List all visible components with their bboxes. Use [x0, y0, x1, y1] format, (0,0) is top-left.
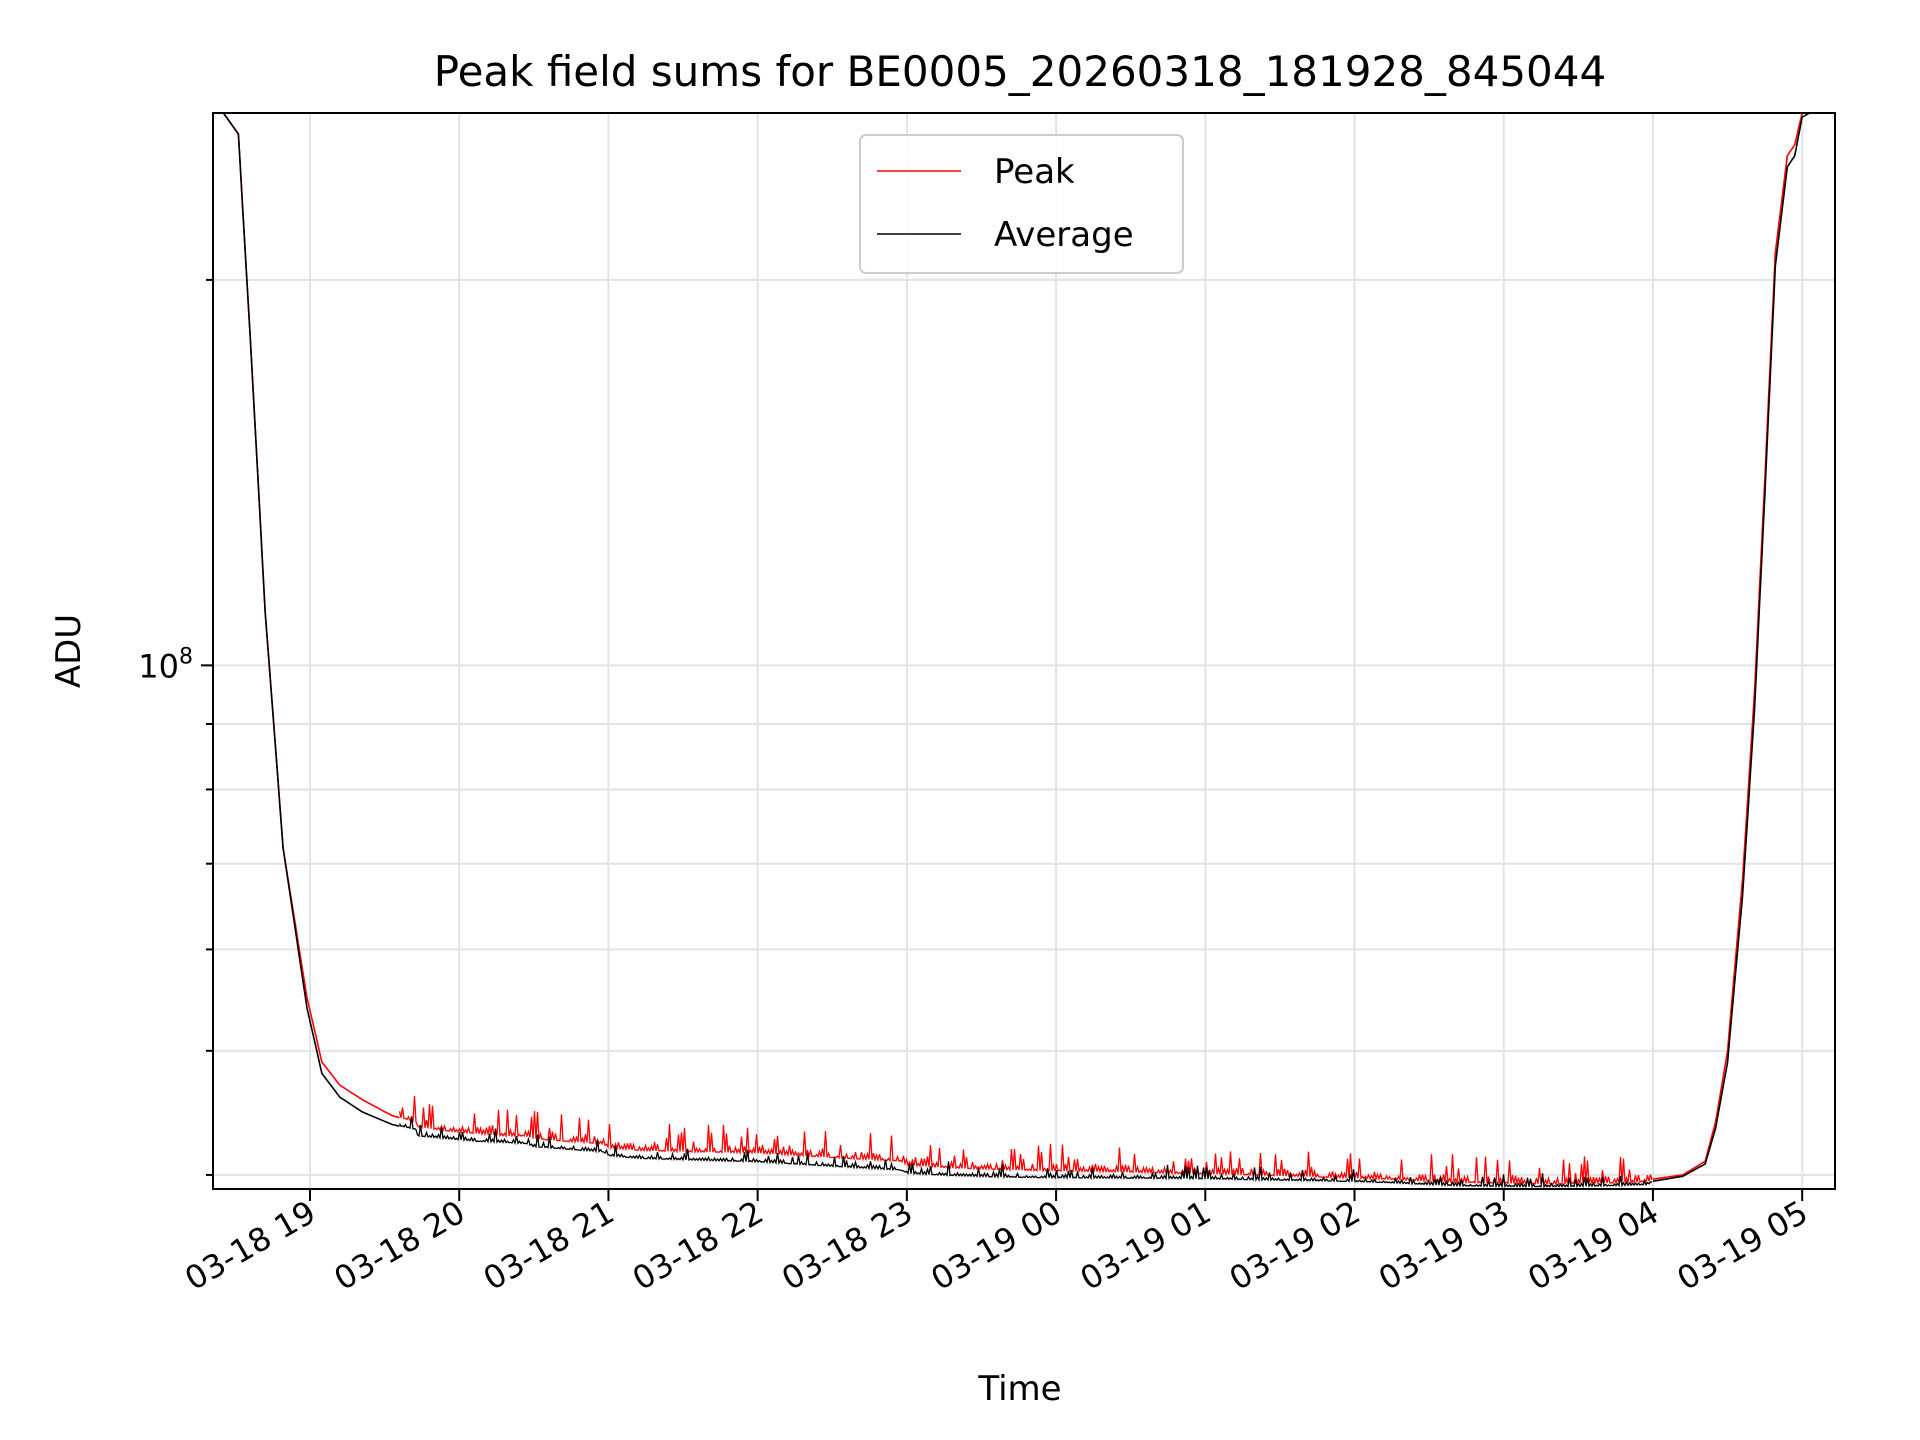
- chart-title: Peak field sums for BE0005_20260318_1819…: [434, 47, 1606, 96]
- series-line-average-right: [1652, 113, 1832, 1182]
- legend-box: [859, 134, 1184, 274]
- x-axis-title: Time: [977, 1369, 1061, 1409]
- plot-frame: [212, 112, 1836, 1190]
- y-axis: 108: [138, 278, 213, 1176]
- grid: [213, 113, 1835, 1189]
- series-line-average-noisy: [398, 1116, 1653, 1189]
- series-line-average-left: [222, 113, 400, 1127]
- legend-label-average: Average: [994, 215, 1134, 255]
- y-tick-label: 108: [138, 644, 193, 685]
- legend: Peak Average: [859, 134, 1184, 274]
- y-axis-title: ADU: [49, 614, 89, 688]
- series-layer: [222, 113, 1832, 1189]
- series-line-peak-noisy: [398, 1095, 1653, 1187]
- legend-label-peak: Peak: [994, 152, 1075, 192]
